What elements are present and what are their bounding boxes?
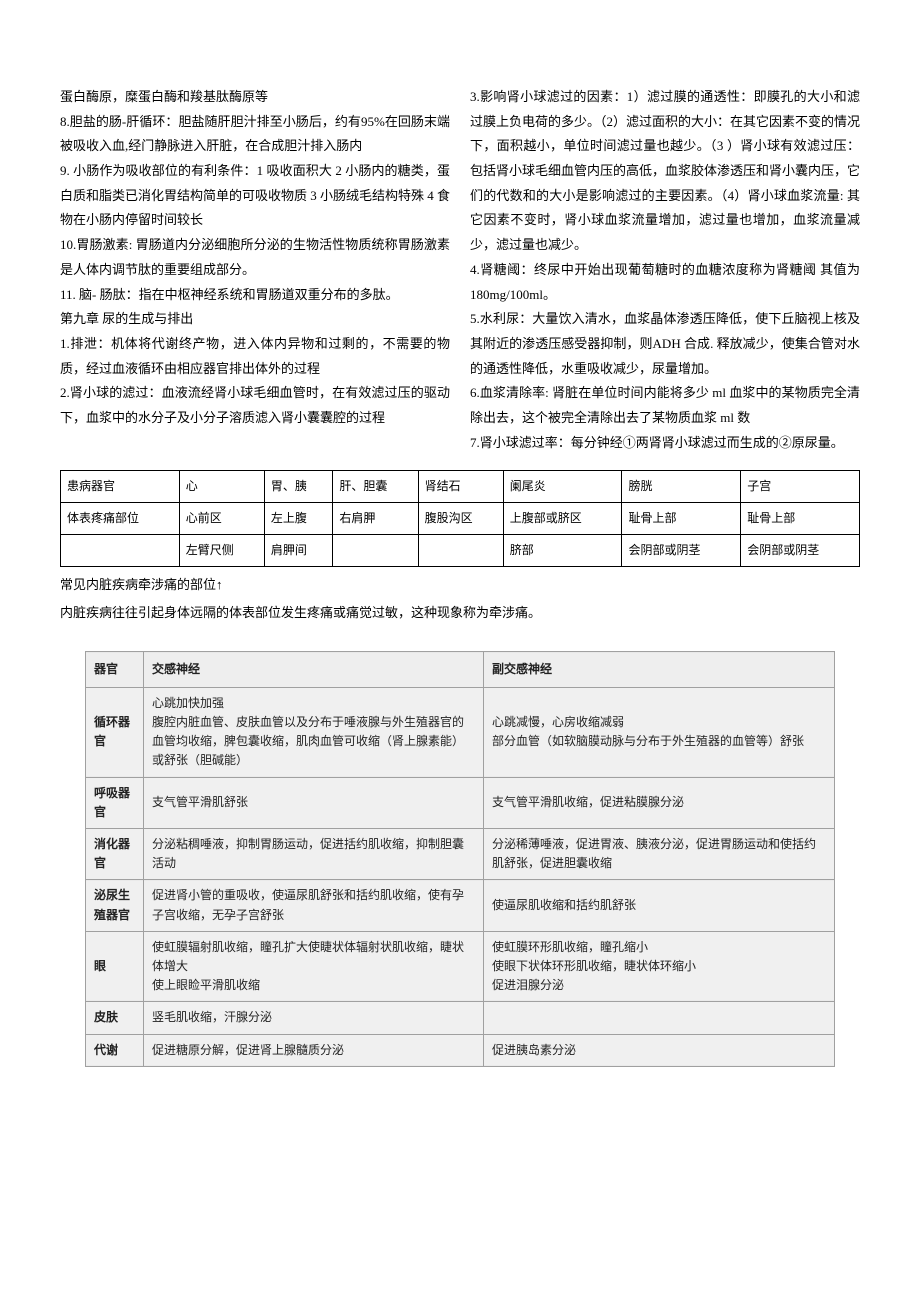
table-desc: 内脏疾病往往引起身体远隔的体表部位发生疼痛或痛觉过敏，这种现象称为牵涉痛。 — [60, 601, 860, 626]
sympathetic-cell: 心跳加快加强腹腔内脏血管、皮肤血管以及分布于唾液腺与外生殖器官的血管均收缩，脾包… — [144, 687, 484, 777]
table-cell: 耻骨上部 — [622, 503, 741, 535]
left-p5: 11. 脑- 肠肽：指在中枢神经系统和胃肠道双重分布的多肽。 — [60, 283, 450, 308]
left-p4: 10.胃肠激素: 胃肠道内分泌细胞所分泌的生物活性物质统称胃肠激素是人体内调节肽… — [60, 233, 450, 282]
table-cell: 心前区 — [179, 503, 264, 535]
table-cell: 胃、胰 — [264, 471, 332, 503]
table-cell: 左上腹 — [264, 503, 332, 535]
left-p3: 9. 小肠作为吸收部位的有利条件：1 吸收面积大 2 小肠内的糖类，蛋白质和脂类… — [60, 159, 450, 233]
right-p5: 7.肾小球滤过率：每分钟经①两肾肾小球滤过而生成的②原尿量。 — [470, 431, 860, 456]
table-cell: 腹股沟区 — [418, 503, 503, 535]
sympathetic-cell: 使虹膜辐射肌收缩，瞳孔扩大使睫状体辐射状肌收缩，睫状体增大使上眼睑平滑肌收缩 — [144, 931, 484, 1002]
table-cell: 耻骨上部 — [741, 503, 860, 535]
organ-cell: 呼吸器官 — [86, 777, 144, 828]
referred-pain-table: 患病器官心胃、胰肝、胆囊肾结石阑尾炎膀胱子宫体表疼痛部位心前区左上腹右肩胛腹股沟… — [60, 470, 860, 566]
sympathetic-cell: 分泌粘稠唾液，抑制胃肠运动，促进括约肌收缩，抑制胆囊活动 — [144, 829, 484, 880]
right-p2: 4.肾糖阈：终尿中开始出现葡萄糖时的血糖浓度称为肾糖阈 其值为 180mg/10… — [470, 258, 860, 307]
left-p2: 8.胆盐的肠-肝循环：胆盐随肝胆汁排至小肠后，约有95%在回肠末端被吸收入血,经… — [60, 110, 450, 159]
table-row: 循环器官心跳加快加强腹腔内脏血管、皮肤血管以及分布于唾液腺与外生殖器官的血管均收… — [86, 687, 835, 777]
table-caption-1: 常见内脏疾病牵涉痛的部位↑ — [60, 573, 860, 598]
table-row: 体表疼痛部位心前区左上腹右肩胛腹股沟区上腹部或脐区耻骨上部耻骨上部 — [61, 503, 860, 535]
table-cell: 肩胛间 — [264, 534, 332, 566]
nerve-h2: 副交感神经 — [484, 652, 835, 688]
table-cell — [418, 534, 503, 566]
parasympathetic-cell: 使逼尿肌收缩和括约肌舒张 — [484, 880, 835, 931]
table-cell: 阑尾炎 — [503, 471, 622, 503]
nerve-h1: 交感神经 — [144, 652, 484, 688]
table-row: 眼使虹膜辐射肌收缩，瞳孔扩大使睫状体辐射状肌收缩，睫状体增大使上眼睑平滑肌收缩使… — [86, 931, 835, 1002]
parasympathetic-cell — [484, 1002, 835, 1034]
table-cell: 会阴部或阴茎 — [741, 534, 860, 566]
table-row: 呼吸器官支气管平滑肌舒张支气管平滑肌收缩，促进粘膜腺分泌 — [86, 777, 835, 828]
table-cell: 子宫 — [741, 471, 860, 503]
left-p1: 蛋白酶原，糜蛋白酶和羧基肽酶原等 — [60, 85, 450, 110]
table-row: 左臂尺侧肩胛间脐部会阴部或阴茎会阴部或阴茎 — [61, 534, 860, 566]
table-cell — [333, 534, 418, 566]
left-p6: 第九章 尿的生成与排出 — [60, 307, 450, 332]
table-cell: 脐部 — [503, 534, 622, 566]
parasympathetic-cell: 支气管平滑肌收缩，促进粘膜腺分泌 — [484, 777, 835, 828]
right-p3: 5.水利尿：大量饮入清水，血浆晶体渗透压降低，使下丘脑视上核及其附近的渗透压感受… — [470, 307, 860, 381]
table-cell: 膀胱 — [622, 471, 741, 503]
table-row: 患病器官心胃、胰肝、胆囊肾结石阑尾炎膀胱子宫 — [61, 471, 860, 503]
organ-cell: 消化器官 — [86, 829, 144, 880]
two-column-text: 蛋白酶原，糜蛋白酶和羧基肽酶原等 8.胆盐的肠-肝循环：胆盐随肝胆汁排至小肠后，… — [60, 85, 860, 455]
right-p1: 3.影响肾小球滤过的因素：1）滤过膜的通透性：即膜孔的大小和滤过膜上负电荷的多少… — [470, 85, 860, 258]
left-p7: 1.排泄：机体将代谢终产物，进入体内异物和过剩的，不需要的物质，经过血液循环由相… — [60, 332, 450, 381]
sympathetic-cell: 促进糖原分解，促进肾上腺髓质分泌 — [144, 1034, 484, 1066]
table-row: 消化器官分泌粘稠唾液，抑制胃肠运动，促进括约肌收缩，抑制胆囊活动分泌稀薄唾液，促… — [86, 829, 835, 880]
table-cell: 会阴部或阴茎 — [622, 534, 741, 566]
autonomic-nerve-table: 器官 交感神经 副交感神经 循环器官心跳加快加强腹腔内脏血管、皮肤血管以及分布于… — [85, 651, 835, 1067]
organ-cell: 眼 — [86, 931, 144, 1002]
table-row: 代谢促进糖原分解，促进肾上腺髓质分泌促进胰岛素分泌 — [86, 1034, 835, 1066]
parasympathetic-cell: 使虹膜环形肌收缩，瞳孔缩小使眼下状体环形肌收缩，睫状体环缩小促进泪腺分泌 — [484, 931, 835, 1002]
table-cell: 右肩胛 — [333, 503, 418, 535]
table-cell: 体表疼痛部位 — [61, 503, 180, 535]
sympathetic-cell: 竖毛肌收缩，汗腺分泌 — [144, 1002, 484, 1034]
table-cell: 肾结石 — [418, 471, 503, 503]
organ-cell: 泌尿生殖器官 — [86, 880, 144, 931]
parasympathetic-cell: 促进胰岛素分泌 — [484, 1034, 835, 1066]
table-cell — [61, 534, 180, 566]
nerve-table-wrapper: 器官 交感神经 副交感神经 循环器官心跳加快加强腹腔内脏血管、皮肤血管以及分布于… — [60, 651, 860, 1067]
left-p8: 2.肾小球的滤过：血液流经肾小球毛细血管时，在有效滤过压的驱动下，血浆中的水分子… — [60, 381, 450, 430]
table-cell: 左臂尺侧 — [179, 534, 264, 566]
nerve-h0: 器官 — [86, 652, 144, 688]
organ-cell: 代谢 — [86, 1034, 144, 1066]
right-p4: 6.血浆清除率: 肾脏在单位时间内能将多少 ml 血浆中的某物质完全清除出去，这… — [470, 381, 860, 430]
table-cell: 肝、胆囊 — [333, 471, 418, 503]
organ-cell: 皮肤 — [86, 1002, 144, 1034]
organ-cell: 循环器官 — [86, 687, 144, 777]
sympathetic-cell: 促进肾小管的重吸收，使逼尿肌舒张和括约肌收缩，使有孕子宫收缩，无孕子宫舒张 — [144, 880, 484, 931]
table-cell: 心 — [179, 471, 264, 503]
parasympathetic-cell: 分泌稀薄唾液，促进胃液、胰液分泌，促进胃肠运动和使括约肌舒张，促进胆囊收缩 — [484, 829, 835, 880]
table-cell: 上腹部或脐区 — [503, 503, 622, 535]
left-column: 蛋白酶原，糜蛋白酶和羧基肽酶原等 8.胆盐的肠-肝循环：胆盐随肝胆汁排至小肠后，… — [60, 85, 450, 455]
right-column: 3.影响肾小球滤过的因素：1）滤过膜的通透性：即膜孔的大小和滤过膜上负电荷的多少… — [470, 85, 860, 455]
sympathetic-cell: 支气管平滑肌舒张 — [144, 777, 484, 828]
table-cell: 患病器官 — [61, 471, 180, 503]
parasympathetic-cell: 心跳减慢，心房收缩减弱部分血管（如软脑膜动脉与分布于外生殖器的血管等）舒张 — [484, 687, 835, 777]
table-row: 泌尿生殖器官促进肾小管的重吸收，使逼尿肌舒张和括约肌收缩，使有孕子宫收缩，无孕子… — [86, 880, 835, 931]
table-row: 皮肤竖毛肌收缩，汗腺分泌 — [86, 1002, 835, 1034]
